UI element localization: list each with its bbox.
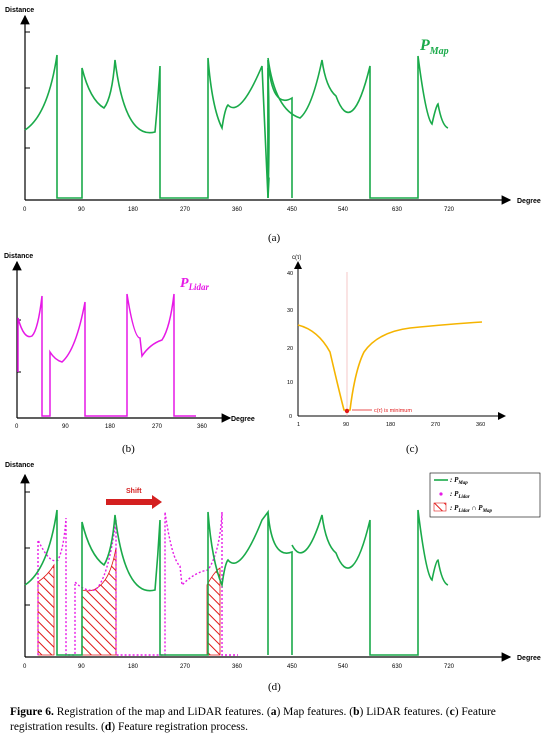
caption-text: ) Feature registration results. ( <box>10 706 496 733</box>
panel-b-tick: 0 <box>15 424 19 430</box>
panel-d-overlap-area-2 <box>81 547 117 656</box>
legend-plidar-swatch <box>439 492 443 496</box>
panel-d-xlabel: Degree <box>517 655 541 662</box>
legend-overlap-swatch <box>433 502 447 512</box>
panel-a-caption-label: (a) <box>268 232 281 244</box>
panel-c-ytick: 10 <box>287 380 293 386</box>
legend-overlap-label: : PLidar ∩ PMap <box>450 504 493 514</box>
panel-c-ytick: 0 <box>289 414 292 420</box>
panel-c-ytick: 20 <box>287 346 293 352</box>
panel-a-tick: 630 <box>392 207 403 213</box>
panel-d-tick: 360 <box>232 664 243 670</box>
panel-b-tick: 90 <box>62 424 69 430</box>
panel-d-overlap-area-1 <box>37 563 55 656</box>
panel-c-xtick: 90 <box>343 422 349 428</box>
panel-d-tick: 0 <box>23 664 27 670</box>
panel-b-xlabel: Degree <box>231 416 255 423</box>
panel-c-ctau-line <box>297 321 483 411</box>
panel-d-chart: Shift : PMap : PLidar : PLidar ∩ PMap Di… <box>5 462 541 693</box>
legend-pmap-label: : PMap <box>450 476 468 486</box>
panel-d-caption-label: (d) <box>268 681 281 693</box>
panel-d-legend: : PMap : PLidar : PLidar ∩ PMap <box>429 472 541 518</box>
caption-text: ) LiDAR features. ( <box>359 706 450 718</box>
panel-b-caption-label: (b) <box>122 443 135 455</box>
panel-d-pmap-line <box>24 509 449 656</box>
panel-a-tick: 720 <box>444 207 455 213</box>
panel-a-tick: 450 <box>287 207 298 213</box>
panel-b-ylabel: Distance <box>4 253 33 260</box>
panel-c-xtick: 270 <box>431 422 440 428</box>
panel-c-xtick: 180 <box>386 422 395 428</box>
panel-d-tick: 450 <box>287 664 298 670</box>
panel-d-plidar-line <box>37 511 238 656</box>
panel-a-pmap-line-3 <box>267 59 293 198</box>
panel-c-ytick: 30 <box>287 308 293 314</box>
panel-a-tick: 90 <box>78 207 85 213</box>
panel-d-shift-arrow <box>106 495 162 509</box>
panel-d-shift-label: Shift <box>126 488 142 495</box>
panel-b-tick: 180 <box>105 424 116 430</box>
caption-ref-c: c <box>449 706 455 718</box>
panel-c-min-marker <box>344 408 350 414</box>
panel-b-series-label: PLidar <box>180 276 210 292</box>
panel-d-tick: 630 <box>392 664 403 670</box>
panel-c-xtick: 360 <box>476 422 485 428</box>
caption-text: ) Map features. ( <box>276 706 354 718</box>
panel-b-plidar-line <box>17 293 196 417</box>
panel-a-ylabel: Distance <box>5 7 34 14</box>
panel-d-overlap-area-3 <box>206 567 221 656</box>
panel-d-ylabel: Distance <box>5 462 34 469</box>
panel-a-xlabel: Degree <box>517 198 541 205</box>
panel-b-chart: Distance Degree 0 90 180 270 360 PLidar … <box>4 253 255 455</box>
panel-d-tick: 90 <box>78 664 85 670</box>
caption-text: ) Feature registration process. <box>111 721 248 733</box>
caption-ref-a: a <box>270 706 277 718</box>
caption-ref-d: d <box>104 721 112 733</box>
panel-c-caption-label: (c) <box>406 443 419 455</box>
panel-a-tick: 180 <box>128 207 139 213</box>
panel-c-annotation: c(τ) is minimum <box>374 408 412 414</box>
panel-d-tick: 720 <box>444 664 455 670</box>
panel-a-tick: 0 <box>23 207 27 213</box>
panel-c-chart: c(τ) is minimum c(τ) 0 10 20 30 40 1 90 … <box>287 255 506 455</box>
panel-a-tick: 270 <box>180 207 191 213</box>
caption-figure-number: Figure 6. <box>10 706 54 718</box>
panel-c-xtick: 1 <box>297 422 300 428</box>
panel-a-series-label: PMap <box>419 37 449 57</box>
panel-c-ylabel: c(τ) <box>292 255 301 261</box>
caption-text: Registration of the map and LiDAR featur… <box>53 706 271 718</box>
panel-a-pmap-line <box>24 54 449 199</box>
panel-b-tick: 270 <box>152 424 163 430</box>
panel-b-tick: 360 <box>197 424 208 430</box>
panel-d-tick: 270 <box>180 664 191 670</box>
panel-a-tick: 540 <box>338 207 349 213</box>
panel-a-chart: Distance Degree 0 90 180 270 360 450 540… <box>5 7 541 244</box>
panel-d-tick: 540 <box>338 664 349 670</box>
legend-plidar-label: : PLidar <box>450 490 470 500</box>
panel-a-tick: 360 <box>232 207 243 213</box>
figure-caption: Figure 6. Registration of the map and Li… <box>10 705 546 735</box>
panel-c-ytick: 40 <box>287 271 293 277</box>
panel-d-tick: 180 <box>128 664 139 670</box>
caption-ref-b: b <box>353 706 360 718</box>
